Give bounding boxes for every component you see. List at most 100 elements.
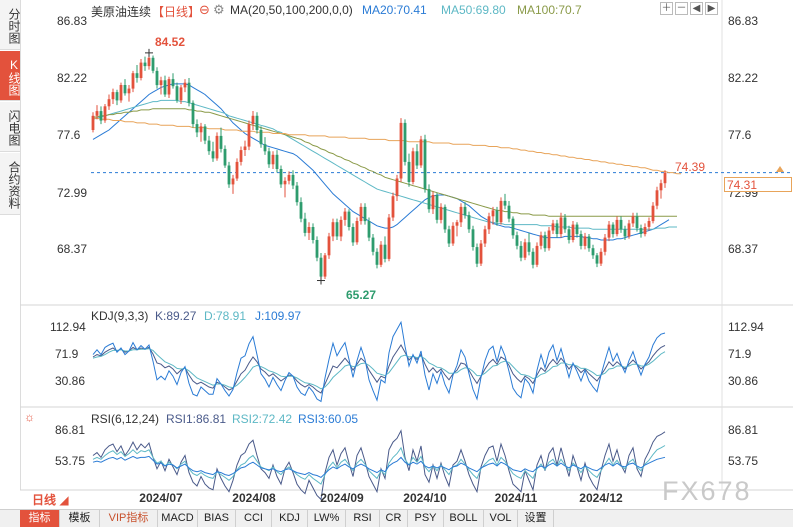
candle-body: [447, 229, 451, 244]
sidebar-item-flash[interactable]: 闪电图: [0, 102, 21, 152]
kdj-line-k: [92, 344, 666, 394]
ma50-value: MA50:69.80: [441, 3, 506, 17]
candle-body: [367, 221, 371, 238]
candle-body: [495, 210, 499, 223]
candle-body: [463, 206, 467, 216]
candle-body: [147, 57, 151, 67]
y-tick-label-right: 68.37: [728, 242, 759, 256]
y-tick-label-right: 77.6: [728, 128, 752, 142]
tab-indicators[interactable]: 指标: [20, 510, 60, 527]
candle-body: [111, 92, 115, 100]
candle-body: [643, 227, 647, 235]
scroll-left-icon[interactable]: ◀: [690, 2, 703, 15]
ma100-value: MA100:70.7: [517, 3, 582, 17]
candle-body: [239, 150, 243, 162]
candle-body: [507, 205, 511, 219]
candle-body: [339, 219, 343, 237]
kdj-k-value: K:89.27: [155, 309, 197, 323]
tab-boll[interactable]: BOLL: [444, 510, 484, 527]
candle-body: [255, 115, 259, 130]
candle-body: [259, 130, 263, 145]
settings-gear-icon[interactable]: ⚙: [213, 2, 225, 17]
tab-macd[interactable]: MACD: [158, 510, 198, 527]
last-price-annotation: 74.39: [675, 160, 706, 174]
candle-body: [283, 180, 287, 185]
candle-body: [199, 126, 203, 133]
candle-body: [459, 206, 463, 223]
tab-rsi[interactable]: RSI: [346, 510, 380, 527]
candle-body: [635, 216, 639, 229]
sidebar-item-kline[interactable]: K线图: [0, 51, 21, 101]
candle-body: [503, 200, 507, 206]
kdj-tick-label: 71.9: [55, 347, 79, 361]
candle-body: [435, 195, 439, 220]
rsi-settings-icon[interactable]: ☼: [24, 410, 35, 424]
candle-body: [135, 73, 139, 78]
tab-bias[interactable]: BIAS: [198, 510, 236, 527]
candle-body: [299, 202, 303, 219]
left-sidebar: 分时图 K线图 闪电图 合约资料: [0, 0, 21, 490]
candle-body: [99, 111, 103, 121]
collapse-icon[interactable]: ⊖: [199, 2, 210, 17]
candle-body: [539, 235, 543, 246]
zoom-out-icon[interactable]: －: [675, 2, 688, 15]
candle-body: [179, 87, 183, 101]
candle-body: [423, 139, 427, 190]
sidebar-item-timeshare[interactable]: 分时图: [0, 0, 21, 50]
candle-body: [139, 62, 143, 78]
kdj-tick-label-right: 30.86: [728, 374, 759, 388]
kdj-tick-label-right: 112.94: [728, 320, 764, 334]
y-tick-label-right: 82.22: [728, 71, 759, 85]
candle-body: [399, 122, 403, 179]
tab-cci[interactable]: CCI: [236, 510, 272, 527]
candle-body: [383, 244, 387, 259]
candle-body: [651, 205, 655, 222]
candle-body: [655, 190, 659, 206]
kdj-line-j: [92, 320, 666, 403]
tab-cr[interactable]: CR: [380, 510, 408, 527]
candle-body: [143, 62, 147, 67]
candle-body: [207, 140, 211, 152]
candle-body: [403, 122, 407, 162]
tab-psy[interactable]: PSY: [408, 510, 444, 527]
candle-body: [631, 216, 635, 224]
candle-body: [295, 185, 299, 203]
tab-lw[interactable]: LW%: [308, 510, 346, 527]
candle-body: [611, 224, 615, 235]
y-tick-label: 72.99: [57, 186, 88, 200]
candle-body: [371, 237, 375, 252]
rsi-tick-label: 53.75: [55, 454, 86, 468]
tab-kdj[interactable]: KDJ: [272, 510, 308, 527]
candle-body: [455, 222, 459, 226]
zoom-in-icon[interactable]: ＋: [660, 2, 673, 15]
candle-body: [567, 229, 571, 240]
tab-vol[interactable]: VOL: [484, 510, 518, 527]
candle-body: [379, 244, 383, 265]
ma-line-ma50: [92, 99, 677, 230]
tab-vip-indicators[interactable]: VIP指标: [100, 510, 158, 527]
ma20-value: MA20:70.41: [362, 3, 427, 17]
candle-body: [319, 257, 323, 277]
period-tag: 【日线】: [152, 5, 201, 19]
rsi-tick-label: 86.81: [55, 423, 86, 437]
candle-body: [647, 221, 651, 227]
sidebar-item-contract-info[interactable]: 合约资料: [0, 153, 21, 215]
price-arrow-icon: [776, 166, 784, 172]
current-price-tag: 74.31: [724, 177, 792, 192]
candle-body: [183, 82, 187, 88]
candle-body: [451, 225, 455, 244]
rsi1-value: RSI1:86.81: [166, 412, 227, 426]
tab-template[interactable]: 模板: [60, 510, 100, 527]
y-tick-label: 68.37: [57, 242, 88, 256]
candle-body: [615, 219, 619, 235]
x-tick-label: 2024/09: [320, 491, 364, 505]
period-selector-button[interactable]: 日线 ◢: [32, 493, 69, 507]
candle-body: [619, 219, 623, 230]
scroll-right-icon[interactable]: ▶: [705, 2, 718, 15]
candle-body: [247, 124, 251, 147]
tab-settings[interactable]: 设置: [518, 510, 554, 527]
ma-line-ma100: [93, 108, 677, 217]
candle-body: [607, 224, 611, 238]
candle-body: [303, 218, 307, 233]
rsi-line-rsi1: [92, 429, 666, 501]
